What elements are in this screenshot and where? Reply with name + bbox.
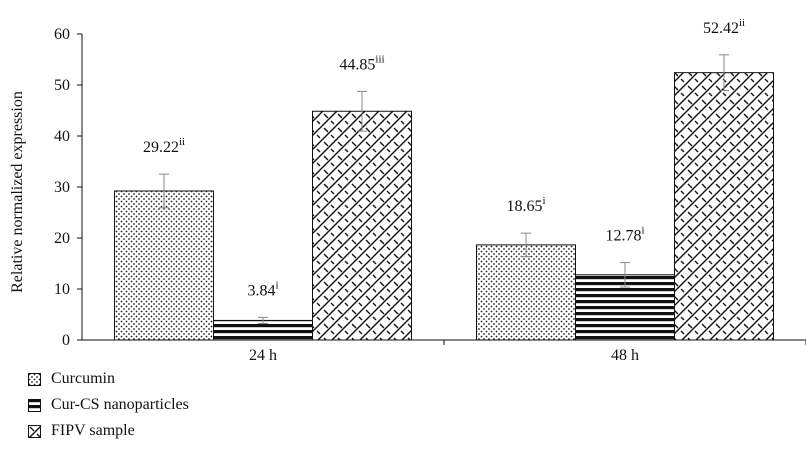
data-label: 44.85iii [339, 53, 384, 73]
bar-fipv-sample-48h [675, 73, 774, 340]
legend-item-fipv-sample: FIPV sample [28, 418, 189, 444]
y-tick-label: 60 [54, 26, 70, 43]
data-label-superscript: i [641, 225, 644, 237]
legend: Curcumin Cur-CS nanoparticles FIPV sampl… [28, 366, 189, 444]
data-label: 18.65i [506, 195, 545, 215]
bar-curcumin-48h [477, 245, 576, 340]
data-label-superscript: ii [739, 17, 745, 29]
data-label-superscript: ii [179, 136, 185, 148]
bar-fipv-sample-24h [313, 111, 412, 340]
y-tick-label: 30 [54, 179, 70, 196]
y-tick-label: 50 [54, 77, 70, 94]
weave-pattern-icon [28, 425, 41, 438]
stripes-pattern-icon [28, 399, 41, 412]
legend-label: Cur-CS nanoparticles [51, 396, 189, 414]
y-axis-title: Relative normalized expression [9, 91, 26, 293]
legend-label: Curcumin [51, 370, 115, 388]
legend-item-curcumin: Curcumin [28, 366, 189, 392]
y-tick-label: 20 [54, 230, 70, 247]
y-tick-label: 10 [54, 281, 70, 298]
data-label-superscript: iii [375, 53, 384, 65]
bar-chart: Relative normalized expression 0 10 20 30 40… [0, 0, 806, 360]
data-label-superscript: i [275, 279, 278, 291]
data-label-superscript: i [542, 195, 545, 207]
x-tick-label: 24 h [249, 347, 277, 360]
y-tick-label: 40 [54, 128, 70, 145]
data-label: 52.42ii [703, 17, 745, 37]
legend-label: FIPV sample [51, 422, 135, 440]
data-label: 12.78i [605, 225, 644, 245]
y-tick-label: 0 [62, 332, 70, 349]
bar-curcumin-24h [115, 191, 214, 340]
legend-item-cur-cs-nanoparticles: Cur-CS nanoparticles [28, 392, 189, 418]
data-label: 29.22ii [143, 136, 185, 156]
x-tick-label: 48 h [611, 347, 639, 360]
data-label: 3.84i [247, 279, 278, 299]
dots-pattern-icon [28, 373, 41, 386]
